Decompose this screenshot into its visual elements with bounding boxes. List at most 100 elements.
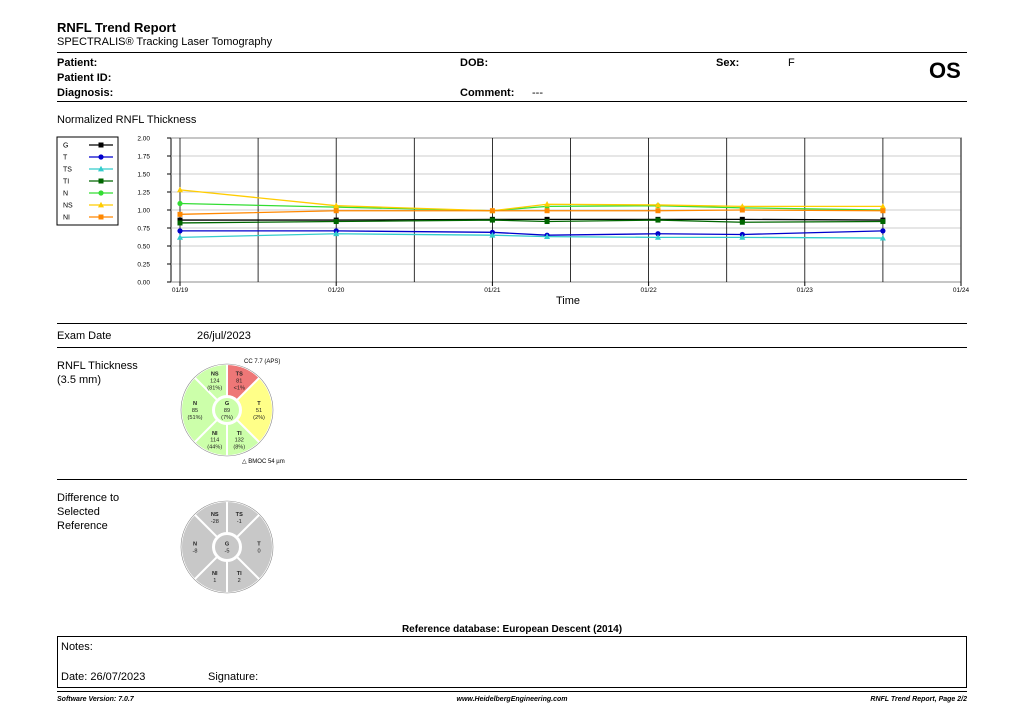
sector-g [213, 533, 241, 561]
y-tick-label: 2.00 [137, 136, 150, 143]
rnfl-thickness-diameter: (3.5 mm) [57, 374, 101, 386]
report-title: RNFL Trend Report [57, 20, 176, 35]
data-point [177, 234, 183, 240]
comment-label: Comment: [460, 87, 515, 99]
sector-label-t: (2%) [253, 415, 265, 421]
notes-label: Notes: [61, 641, 93, 653]
website: www.HeidelbergEngineering.com [456, 696, 568, 703]
sector-label-ts: TS [236, 372, 243, 378]
sector-label-t: T [257, 401, 261, 407]
difference-label-3: Reference [57, 520, 108, 532]
data-point [879, 234, 886, 241]
data-point [879, 203, 886, 209]
data-point [654, 234, 661, 240]
data-point [333, 208, 339, 214]
data-point [489, 217, 495, 223]
sector-label-ni: 1 [213, 578, 216, 584]
data-point [880, 208, 886, 214]
divider [57, 323, 967, 324]
data-point [333, 230, 340, 237]
series-ts [177, 230, 886, 241]
sector-label-ti: TI [237, 431, 242, 437]
sector-label-ti: TI [237, 571, 242, 577]
legend-label: G [63, 143, 68, 150]
patient-id-label: Patient ID: [57, 72, 112, 84]
legend-label: NI [63, 215, 70, 222]
series-ni [177, 207, 886, 217]
divider [57, 479, 967, 480]
rnfl-thickness-label: RNFL Thickness [57, 360, 138, 372]
series-ti [177, 217, 886, 226]
sector-label-g: -5 [225, 548, 230, 554]
sex-value: F [788, 57, 795, 69]
sector-label-n: -8 [193, 548, 198, 554]
legend-marker [98, 154, 104, 160]
data-point [544, 201, 551, 207]
divider [57, 347, 967, 348]
sector-label-t: T [257, 542, 261, 548]
sector-label-ns: (81%) [207, 385, 222, 391]
data-point [544, 208, 550, 214]
exam-date-label: Exam Date [57, 330, 112, 342]
legend-label: N [63, 191, 68, 198]
data-point [655, 217, 661, 223]
data-point [177, 220, 183, 226]
sector-label-ns: NS [211, 512, 219, 518]
sex-label: Sex: [716, 57, 740, 69]
page-number: RNFL Trend Report, Page 2/2 [870, 696, 967, 703]
signature-label: Signature: [208, 671, 259, 683]
y-tick-label: 0.25 [137, 262, 150, 269]
sector-label-ni: 114 [210, 438, 219, 444]
sector-label-ti: (8%) [233, 444, 245, 450]
legend-label: TS [63, 167, 72, 174]
data-point [177, 228, 183, 234]
legend-marker [98, 190, 104, 196]
sector-g [213, 396, 241, 424]
sector-label-g: G [225, 401, 229, 407]
sector-label-t: 51 [256, 408, 262, 414]
bmo-note: △ BMOC 54 µm [242, 458, 285, 465]
sector-label-n: (51%) [188, 415, 203, 421]
data-point [739, 234, 746, 240]
y-tick-label: 0.75 [137, 226, 150, 233]
notes-box: Notes: Date: 26/07/2023 Signature: [57, 636, 967, 688]
y-tick-label: 1.00 [137, 208, 150, 215]
data-point [333, 202, 340, 209]
legend-marker [98, 165, 104, 172]
sector-label-g: 89 [224, 408, 230, 414]
plot-area: 0.00 0.25 0.50 0.75 1.00 1.25 1.50 1.75 2.00 01/1… [137, 136, 969, 295]
data-point [333, 219, 339, 225]
sector-label-ti: 132 [235, 438, 244, 444]
chart-legend: GT TS TI N NS NI [56, 136, 119, 226]
legend-label: NS [63, 203, 73, 210]
sector-label-ts: 81 [236, 378, 242, 384]
x-tick-label: 01/23 [797, 287, 814, 294]
legend-marker [98, 201, 104, 208]
sector-label-n: N [193, 401, 197, 407]
y-tick-label: 1.75 [137, 154, 150, 161]
divider [57, 691, 967, 692]
comment-value: --- [532, 87, 543, 99]
legend-marker [98, 214, 104, 220]
data-point [739, 207, 745, 213]
sector-label-ni: NI [212, 431, 218, 437]
legend-marker [98, 178, 104, 184]
sector-label-n: 85 [192, 408, 198, 414]
data-point [544, 233, 551, 240]
trend-section-title: Normalized RNFL Thickness [57, 114, 197, 126]
data-point [655, 208, 661, 214]
triangle-icon: △ [242, 459, 247, 465]
series-line [180, 218, 883, 221]
data-point [880, 219, 886, 225]
data-point [544, 219, 550, 225]
y-tick-label: 0.00 [137, 280, 150, 287]
data-point [489, 208, 495, 214]
legend-marker [98, 142, 104, 148]
divider [57, 101, 967, 102]
sector-label-ts: TS [236, 512, 243, 518]
x-tick-label: 01/20 [328, 287, 345, 294]
x-tick-label: 01/22 [640, 287, 657, 294]
reference-database: Reference database: European Descent (20… [401, 624, 623, 635]
divider [57, 52, 967, 53]
sector-label-n: N [193, 542, 197, 548]
